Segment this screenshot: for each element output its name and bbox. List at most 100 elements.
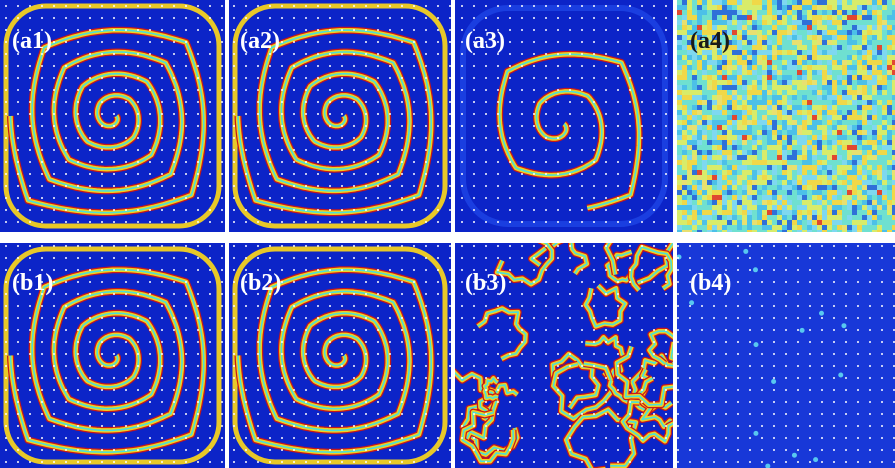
noise-cell: [802, 15, 807, 20]
noise-cell: [882, 180, 887, 185]
noise-cell: [767, 30, 772, 35]
noise-cell: [737, 170, 742, 175]
noise-cell: [732, 100, 737, 105]
noise-cell: [702, 90, 707, 95]
noise-cell: [767, 190, 772, 195]
noise-cell: [757, 45, 762, 50]
noise-cell: [837, 230, 842, 235]
noise-cell: [807, 35, 812, 40]
noise-cell: [827, 100, 832, 105]
noise-cell: [852, 55, 857, 60]
noise-cell: [682, 200, 687, 205]
noise-cell: [777, 155, 782, 160]
noise-cell: [742, 5, 747, 10]
noise-cell: [797, 205, 802, 210]
noise-cell: [882, 25, 887, 30]
noise-cell: [727, 215, 732, 220]
noise-cell: [797, 35, 802, 40]
noise-cell: [757, 190, 762, 195]
noise-cell: [792, 115, 797, 120]
noise-cell: [807, 105, 812, 110]
noise-cell: [802, 230, 807, 235]
noise-cell: [752, 90, 757, 95]
noise-cell: [882, 145, 887, 150]
noise-cell: [842, 155, 847, 160]
noise-cell: [787, 55, 792, 60]
noise-cell: [682, 100, 687, 105]
noise-cell: [807, 185, 812, 190]
noise-cell: [797, 175, 802, 180]
noise-cell: [742, 25, 747, 30]
noise-cell: [692, 5, 697, 10]
noise-cell: [712, 5, 717, 10]
noise-cell: [752, 45, 757, 50]
noise-cell: [792, 205, 797, 210]
noise-cell: [852, 160, 857, 165]
noise-cell: [807, 65, 812, 70]
noise-cell: [867, 170, 872, 175]
noise-cell: [727, 20, 732, 25]
noise-cell: [682, 85, 687, 90]
noise-cell: [747, 145, 752, 150]
noise-cell: [712, 95, 717, 100]
noise-cell: [767, 220, 772, 225]
noise-cell: [787, 205, 792, 210]
noise-cell: [802, 70, 807, 75]
noise-cell: [712, 175, 717, 180]
noise-cell: [857, 175, 862, 180]
noise-cell: [842, 0, 847, 5]
noise-cell: [692, 100, 697, 105]
noise-cell: [677, 220, 682, 225]
noise-cell: [812, 65, 817, 70]
noise-cell: [857, 50, 862, 55]
noise-cell: [827, 55, 832, 60]
noise-cell: [862, 90, 867, 95]
noise-cell: [807, 220, 812, 225]
noise-cell: [802, 45, 807, 50]
noise-cell: [682, 105, 687, 110]
noise-cell: [867, 120, 872, 125]
noise-cell: [857, 110, 862, 115]
noise-cell: [837, 130, 842, 135]
noise-cell: [857, 55, 862, 60]
panel-label: (a2): [240, 28, 280, 54]
noise-cell: [852, 75, 857, 80]
noise-cell: [767, 50, 772, 55]
noise-cell: [887, 80, 892, 85]
noise-cell: [887, 210, 892, 215]
noise-cell: [842, 5, 847, 10]
noise-cell: [777, 220, 782, 225]
noise-cell: [692, 195, 697, 200]
noise-cell: [812, 40, 817, 45]
noise-cell: [882, 40, 887, 45]
noise-cell: [877, 25, 882, 30]
noise-cell: [752, 75, 757, 80]
noise-cell: [887, 0, 892, 5]
noise-cell: [837, 210, 842, 215]
noise-cell: [682, 130, 687, 135]
noise-cell: [682, 30, 687, 35]
noise-cell: [842, 10, 847, 15]
noise-cell: [832, 190, 837, 195]
noise-cell: [842, 15, 847, 20]
noise-cell: [847, 50, 852, 55]
noise-cell: [887, 25, 892, 30]
noise-cell: [832, 60, 837, 65]
noise-cell: [707, 120, 712, 125]
noise-cell: [857, 195, 862, 200]
noise-cell: [827, 180, 832, 185]
noise-cell: [812, 0, 817, 5]
noise-cell: [837, 30, 842, 35]
noise-cell: [802, 140, 807, 145]
noise-cell: [887, 105, 892, 110]
noise-cell: [872, 115, 877, 120]
noise-cell: [857, 70, 862, 75]
noise-cell: [877, 55, 882, 60]
noise-cell: [692, 180, 697, 185]
noise-cell: [837, 220, 842, 225]
noise-cell: [827, 70, 832, 75]
noise-cell: [827, 0, 832, 5]
noise-cell: [707, 200, 712, 205]
noise-cell: [817, 115, 822, 120]
noise-cell: [882, 195, 887, 200]
